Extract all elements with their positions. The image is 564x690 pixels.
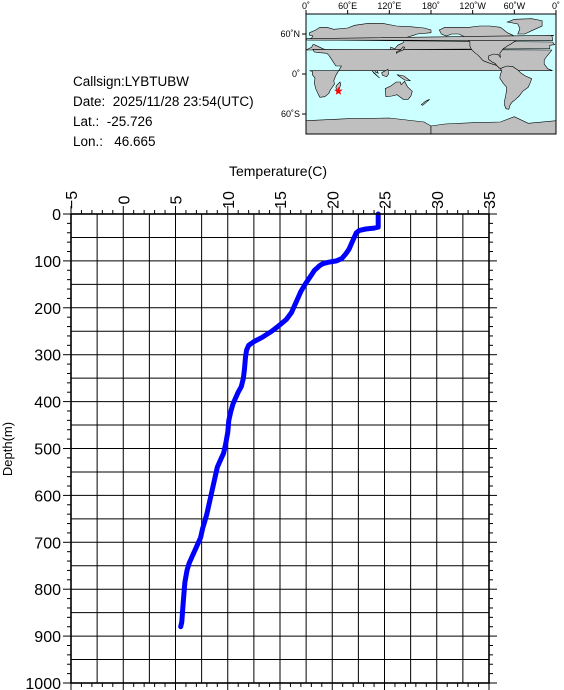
landmass bbox=[396, 74, 412, 82]
y-tick-label: 900 bbox=[34, 629, 61, 646]
landmass bbox=[506, 18, 543, 35]
station-marker-icon bbox=[334, 86, 343, 95]
longitude-label: Lon.: 46.665 bbox=[73, 134, 156, 149]
plot-frame bbox=[70, 213, 490, 684]
map-lat-label: 0˚ bbox=[292, 69, 300, 79]
x-tick-label: 35 bbox=[482, 191, 499, 209]
landmass bbox=[420, 99, 430, 106]
x-tick-label: 25 bbox=[378, 191, 395, 209]
temperature-profile-line bbox=[178, 211, 381, 630]
map-lon-label: 60˚W bbox=[504, 1, 526, 11]
y-tick-label: 800 bbox=[34, 582, 61, 599]
x-tick-label: 30 bbox=[430, 191, 447, 209]
map-lon-label: 120˚E bbox=[377, 1, 401, 11]
y-tick-label: 300 bbox=[34, 348, 61, 365]
x-tick-label: 5 bbox=[169, 195, 186, 204]
map-lon-label: 180˚ bbox=[422, 1, 440, 11]
map-lon-label: 60˚E bbox=[338, 1, 357, 11]
landmass bbox=[381, 68, 389, 78]
y-tick-label: 400 bbox=[34, 395, 61, 412]
station-info: Callsign:LYBTUBW Date: 2025/11/28 23:54(… bbox=[73, 72, 254, 152]
landmass bbox=[395, 46, 406, 54]
map-lon-label: 0˚ bbox=[302, 1, 310, 11]
y-tick-label: 200 bbox=[34, 301, 61, 318]
y-axis-label: Depth(m) bbox=[0, 422, 15, 476]
latitude-label: Lat.: -25.726 bbox=[73, 114, 153, 129]
location-map: 0˚ 60˚E 120˚E 180˚ 120˚W 60˚W 0˚ 60˚N 0˚ 60˚S bbox=[0, 0, 564, 150]
y-tick-label: 500 bbox=[34, 442, 61, 459]
landmass bbox=[309, 48, 553, 98]
y-tick-label: 700 bbox=[34, 535, 61, 552]
landmass bbox=[384, 80, 413, 100]
x-tick-label: −5 bbox=[64, 191, 81, 209]
y-tick-label: 0 bbox=[52, 207, 61, 224]
callsign-label: Callsign:LYBTUBW bbox=[73, 74, 190, 89]
landmass bbox=[371, 70, 380, 79]
date-label: Date: 2025/11/28 23:54(UTC) bbox=[73, 94, 254, 109]
y-tick-label: 100 bbox=[34, 254, 61, 271]
map-lat-label: 60˚N bbox=[280, 29, 300, 39]
x-tick-label: 0 bbox=[116, 195, 133, 204]
x-axis-label: Temperature(C) bbox=[229, 163, 327, 179]
landmass bbox=[305, 35, 554, 42]
map-lon-label: 0˚ bbox=[552, 1, 560, 11]
x-tick-label: 10 bbox=[221, 191, 238, 209]
map-lon-label: 120˚W bbox=[459, 1, 486, 11]
tick-labels: −5 0 5 10 15 20 25 30 35010020030040050060070080… bbox=[25, 191, 499, 690]
y-tick-label: 1000 bbox=[25, 676, 61, 690]
landmass bbox=[499, 65, 533, 110]
world-map: 0˚ 60˚E 120˚E 180˚ 120˚W 60˚W 0˚ 60˚N 0˚ 60˚S bbox=[280, 1, 560, 135]
plot-grid bbox=[71, 214, 489, 683]
x-tick-label: 20 bbox=[325, 191, 342, 209]
x-tick-label: 15 bbox=[273, 191, 290, 209]
y-tick-label: 600 bbox=[34, 488, 61, 505]
profile-series bbox=[178, 211, 381, 630]
map-lat-label: 60˚S bbox=[281, 109, 300, 119]
